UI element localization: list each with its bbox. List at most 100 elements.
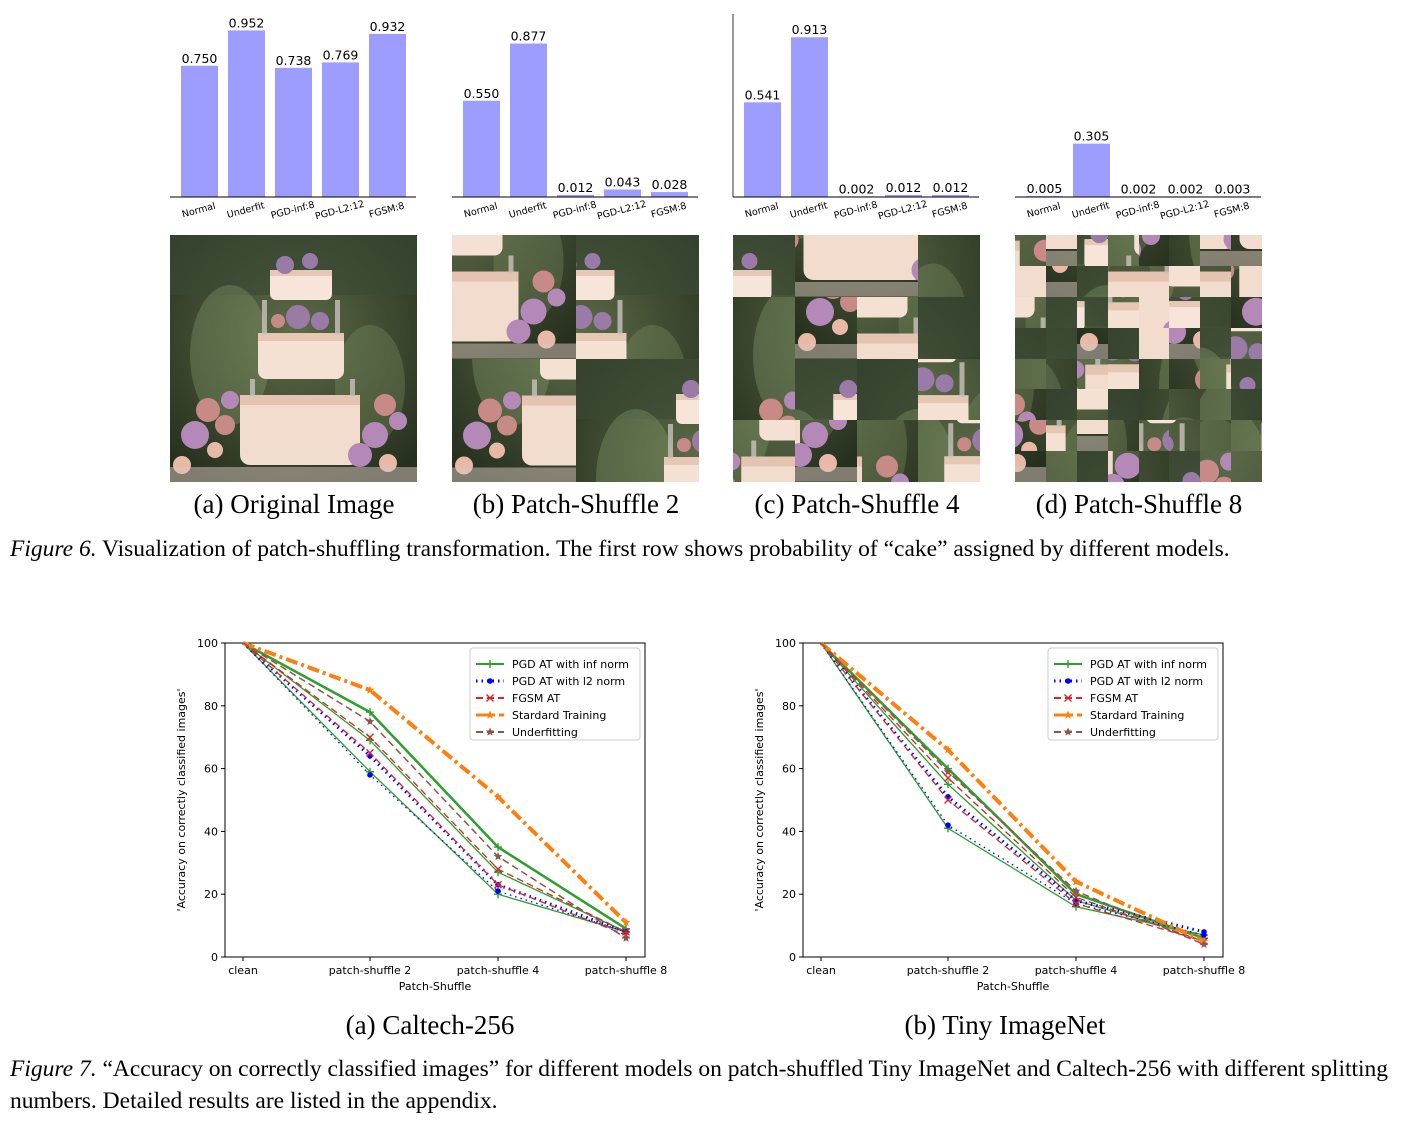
image-patch [1107, 265, 1139, 297]
series-line [242, 642, 627, 936]
image-patch [1200, 451, 1232, 482]
figure7-caption-text: “Accuracy on correctly classified images… [10, 1056, 1389, 1114]
figure7-line-chart-caltech: 0 20 40 60 80 100 clean patch-shuffle 2 patch-sh… [175, 637, 668, 993]
bar-chart-0: 0.750 Normal 0.952 Underfit 0.738 PGD-inf:8 0.… [170, 15, 416, 222]
bar [275, 67, 312, 197]
x-tick-label: patch-shuffle 4 [1035, 964, 1118, 977]
data-point [1063, 727, 1073, 736]
data-point [1071, 886, 1081, 895]
image-patch [1231, 296, 1262, 328]
bar-category-label: PGD-L2:12 [596, 199, 648, 223]
image-patch [1138, 389, 1170, 421]
bar-category-label: Normal [463, 201, 499, 221]
figure7-caption-label: Figure 7. [10, 1056, 97, 1082]
bar [463, 100, 500, 197]
data-point [485, 727, 495, 736]
data-point [494, 865, 502, 874]
bar-chart-1: 0.550 Normal 0.877 Underfit 0.012 PGD-inf:8 0.… [452, 29, 698, 223]
image-patch [1076, 235, 1108, 266]
bar-value-label: 0.002 [839, 181, 875, 196]
bar-value-label: 0.012 [558, 180, 594, 195]
image-patch [1107, 327, 1139, 359]
y-tick-label: 80 [204, 700, 218, 713]
x-axis-label: Patch-Shuffle [399, 980, 472, 993]
image-patch [733, 235, 795, 297]
bar-value-label: 0.043 [605, 174, 641, 189]
bar-category-label: PGD-L2:12 [877, 199, 929, 223]
image-patch [1076, 296, 1108, 328]
bar-value-label: 0.002 [1121, 181, 1157, 196]
bar-chart-2: 0.541 Normal 0.913 Underfit 0.002 PGD-inf:8 0.… [732, 14, 979, 223]
data-point [495, 888, 501, 894]
data-point [1063, 710, 1073, 719]
y-tick-label: 40 [204, 825, 218, 838]
cake-image-3 [733, 235, 980, 482]
data-point [944, 774, 952, 783]
x-tick-label: patch-shuffle 8 [585, 964, 668, 977]
bar-category-label: FGSM:8 [931, 201, 969, 221]
series-line [242, 642, 627, 933]
legend-label: PGD AT with inf norm [512, 658, 629, 671]
figure6-caption-label: Figure 6. [10, 536, 97, 562]
bar [744, 102, 781, 197]
image-patch [1107, 235, 1139, 266]
image-patch [918, 296, 980, 359]
bar-value-label: 0.012 [886, 180, 922, 195]
data-point [945, 822, 951, 828]
image-patch [1015, 296, 1046, 328]
image-patch [1200, 389, 1232, 421]
bar [791, 37, 828, 197]
x-tick-label: clean [228, 964, 258, 977]
image-patch [1231, 451, 1262, 482]
data-point [944, 780, 952, 789]
bar-value-label: 0.913 [792, 22, 828, 37]
series-line [820, 642, 1205, 936]
series-stardard-training [242, 641, 631, 927]
image-patch [1015, 235, 1046, 266]
image-patch [1076, 327, 1108, 359]
bar-value-label: 0.932 [370, 19, 406, 34]
y-tick-label: 0 [789, 951, 796, 964]
y-tick-label: 100 [197, 637, 218, 650]
fig6-subcaption-d: (d) Patch-Shuffle 8 [1035, 489, 1243, 519]
image-patch [1015, 358, 1046, 390]
image-patch [1169, 358, 1201, 390]
image-patch [856, 296, 919, 359]
series-underfitting [242, 642, 631, 942]
legend-label: PGD AT with l2 norm [1090, 675, 1203, 688]
bar-category-label: Underfit [789, 200, 829, 221]
image-patch [170, 235, 417, 482]
image-patch [918, 358, 980, 421]
bar-category-label: Normal [1026, 201, 1062, 221]
data-point [944, 796, 952, 804]
bar-category-label: Underfit [226, 200, 266, 221]
image-patch [1045, 420, 1077, 452]
series-line [242, 642, 627, 933]
series-line [242, 641, 627, 930]
data-point [1071, 877, 1081, 886]
data-point [486, 694, 494, 702]
y-tick-label: 80 [782, 700, 796, 713]
y-axis-label: 'Accuracy on correctly classified images… [753, 688, 766, 911]
image-patch [1138, 358, 1170, 390]
y-tick-label: 20 [782, 888, 796, 901]
figure6-caption: Figure 6. Visualization of patch-shuffli… [10, 533, 1420, 565]
bar-value-label: 0.738 [276, 53, 312, 68]
image-patch [918, 235, 980, 297]
figure6-caption-text: Visualization of patch-shuffling transfo… [96, 536, 1230, 562]
image-patch [733, 358, 795, 421]
bar-value-label: 0.305 [1074, 129, 1110, 144]
image-patch [1169, 420, 1201, 452]
legend-label: FGSM AT [512, 692, 560, 705]
figure7-line-chart-tinyimagenet: 0 20 40 60 80 100 clean patch-shuffle 2 patch-sh… [753, 637, 1246, 993]
legend-label: Stardard Training [512, 709, 606, 722]
fig6-subcaption-b: (b) Patch-Shuffle 2 [472, 489, 680, 519]
image-patch [733, 420, 795, 482]
x-tick-label: patch-shuffle 8 [1163, 964, 1246, 977]
data-point [943, 767, 953, 776]
image-patch [1200, 358, 1232, 390]
bar-category-label: Underfit [1071, 200, 1111, 221]
image-patch [1107, 358, 1139, 390]
image-patch [1107, 389, 1139, 421]
image-patch [1138, 327, 1170, 359]
